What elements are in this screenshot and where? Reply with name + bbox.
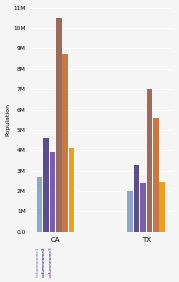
Bar (127, 191, 133, 232)
Text: columnname1: columnname1 (128, 196, 132, 227)
Bar (56, 18, 62, 232)
Text: columnname3: columnname3 (141, 192, 145, 223)
Bar (134, 165, 139, 232)
Text: columnname2: columnname2 (44, 169, 48, 200)
Text: columnname3: columnname3 (49, 246, 52, 277)
Y-axis label: Population: Population (6, 103, 11, 136)
Text: columnname3: columnname3 (50, 177, 54, 208)
Bar (147, 89, 152, 232)
Text: columnname1: columnname1 (36, 246, 40, 277)
Bar (69, 148, 74, 232)
Bar (153, 118, 159, 232)
Bar (43, 138, 49, 232)
Text: columnname2: columnname2 (42, 246, 46, 277)
Bar (159, 182, 165, 232)
Bar (140, 183, 146, 232)
Bar (62, 54, 68, 232)
Bar (50, 152, 55, 232)
Text: columnname1: columnname1 (38, 189, 42, 220)
Text: columnname2: columnname2 (135, 183, 139, 213)
Bar (37, 177, 42, 232)
